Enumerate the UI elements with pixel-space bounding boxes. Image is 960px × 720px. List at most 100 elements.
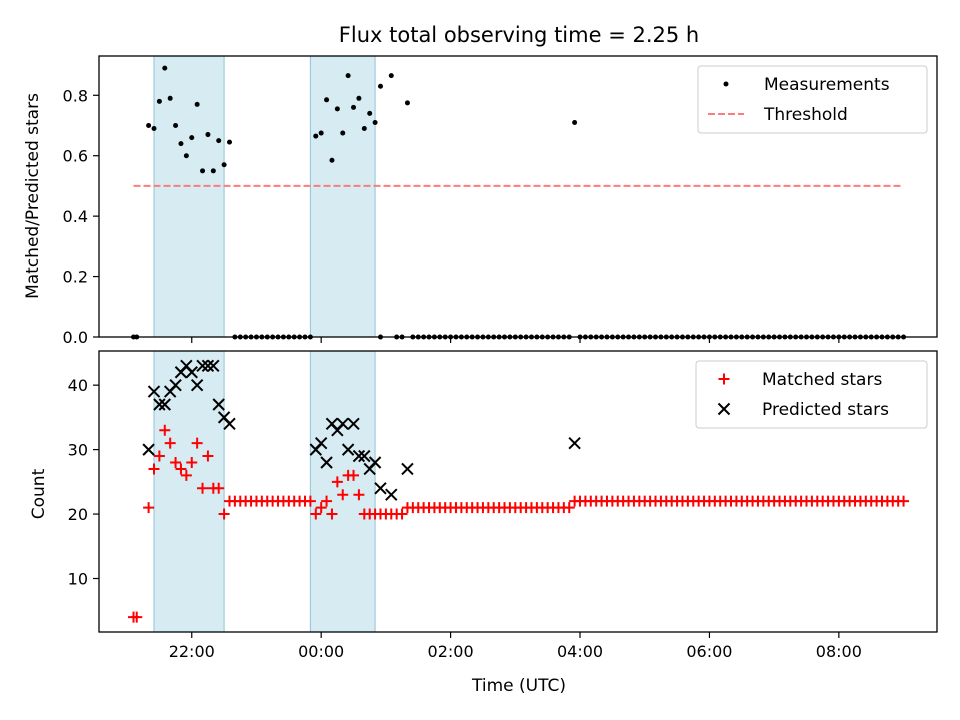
predicted-star-point: [401, 462, 414, 476]
legend-label: Matched stars: [762, 370, 882, 390]
matched-star-point: [348, 469, 360, 481]
predicted-star-point: [212, 398, 225, 411]
measurement-point: [194, 101, 200, 107]
measurement-point: [205, 132, 211, 138]
matched-star-point: [331, 476, 343, 488]
measurement-point: [340, 130, 346, 136]
matched-star-point: [321, 495, 333, 507]
shaded-interval: [309, 55, 376, 338]
measurement-point: [324, 97, 330, 103]
y-tick-label: 0.2: [63, 268, 88, 287]
predicted-star-point: [185, 366, 198, 379]
matched-star-point: [197, 482, 209, 494]
matched-star-point: [159, 424, 171, 436]
measurement-point: [183, 153, 189, 159]
predicted-star-point: [568, 436, 581, 450]
measurement-point: [221, 162, 227, 168]
predicted-star-point: [207, 359, 220, 373]
measurement-point: [178, 141, 184, 147]
measurement-point: [372, 119, 378, 125]
predicted-star-point: [142, 443, 155, 456]
predicted-star-point: [347, 417, 360, 431]
x-tick-label: 02:00: [428, 642, 474, 661]
legend-box: [695, 360, 928, 429]
matched-star-point: [396, 508, 408, 520]
x-tick-label: 00:00: [298, 642, 344, 661]
predicted-star-point: [196, 359, 209, 373]
measurement-point: [404, 100, 410, 106]
legend-predicted-swatch: [717, 402, 731, 416]
measurement-point: [361, 126, 367, 132]
predicted-star-point: [201, 359, 215, 373]
shaded-interval: [153, 55, 225, 338]
matched-star-point: [131, 611, 143, 623]
y-tick-label: 40: [68, 376, 88, 395]
measurement-point: [351, 104, 357, 110]
predicted-star-point: [314, 436, 328, 450]
predicted-star-point: [374, 482, 387, 495]
matched-star-point: [148, 463, 160, 475]
y-tick-label: 10: [68, 570, 88, 589]
matched-star-point: [213, 482, 225, 494]
legend-label: Threshold: [763, 105, 848, 125]
y-tick-label: 0.8: [63, 86, 88, 105]
top-y-axis-label: Matched/Predicted stars: [23, 93, 43, 299]
matched-star-point: [310, 508, 322, 520]
predicted-star-point: [385, 488, 398, 501]
x-tick-label: 06:00: [686, 642, 732, 661]
predicted-star-point: [158, 398, 171, 411]
measurement-point: [329, 157, 335, 163]
measurement-point: [151, 126, 157, 132]
predicted-star-point: [147, 385, 161, 398]
measurement-point: [146, 122, 152, 128]
matched-star-point: [180, 469, 192, 481]
predicted-star-point: [341, 443, 355, 456]
measurement-point: [167, 95, 173, 101]
bottom-y-axis-label: Count: [29, 468, 49, 519]
matched-star-point: [164, 437, 176, 449]
measurement-point: [367, 110, 373, 116]
legend-matched-swatch: [718, 373, 730, 385]
measurement-point: [345, 73, 351, 79]
bottom-axes-frame: [98, 350, 938, 633]
predicted-star-point: [358, 449, 371, 463]
measurement-point: [226, 139, 232, 145]
chart-title: Flux total observing time = 2.25 h: [339, 23, 699, 47]
x-tick-label: 04:00: [557, 642, 603, 661]
measurement-point: [356, 95, 362, 101]
bottom-panel: 22:00 00:00 02:00 04:00 06:00 08:00 10 20 30 40 C…: [29, 350, 938, 696]
x-tick-label: 08:00: [816, 642, 862, 661]
y-tick-label: 0.4: [63, 207, 88, 226]
legend-label: Measurements: [764, 75, 890, 95]
measurement-point: [173, 122, 179, 128]
matched-star-point: [353, 489, 365, 501]
measurement-point: [162, 65, 168, 71]
matched-star-point: [202, 450, 214, 462]
measurement-point: [388, 73, 394, 79]
top-legend: Measurements Threshold: [697, 65, 928, 134]
measurement-point: [210, 168, 216, 174]
measurement-point: [572, 119, 578, 125]
x-axis-label: Time (UTC): [471, 676, 566, 696]
matched-star-point: [186, 456, 198, 468]
predicted-star-point: [223, 417, 236, 431]
measurement-point: [189, 135, 195, 141]
y-tick-label: 20: [68, 505, 88, 524]
measurement-point: [334, 106, 340, 112]
matched-star-point: [563, 502, 575, 514]
matched-star-point: [326, 508, 338, 520]
matched-star-point: [170, 456, 182, 468]
predicted-star-point: [320, 456, 333, 469]
matched-star-point: [153, 450, 165, 462]
legend-label: Predicted stars: [762, 400, 889, 420]
top-axes-frame: [98, 55, 938, 338]
y-tick-label: 0.0: [63, 328, 88, 347]
matched-star-point: [143, 502, 155, 514]
measurement-point: [216, 138, 222, 144]
legend-box: [697, 65, 928, 134]
bottom-legend: Matched stars Predicted stars: [695, 360, 928, 429]
y-tick-label: 0.6: [63, 147, 88, 166]
measurement-point: [377, 83, 383, 89]
legend-measurement-swatch: [723, 81, 729, 87]
predicted-star-point: [352, 449, 366, 463]
